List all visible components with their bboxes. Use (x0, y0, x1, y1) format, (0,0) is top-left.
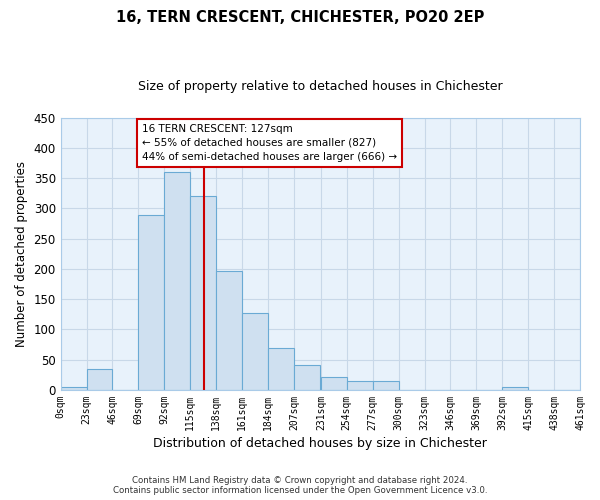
Bar (502, 387, 528, 390)
Bar (347, 382, 373, 390)
Bar (216, 271, 242, 390)
X-axis label: Distribution of detached houses by size in Chichester: Distribution of detached houses by size … (154, 437, 487, 450)
Bar (86, 369, 112, 390)
Title: Size of property relative to detached houses in Chichester: Size of property relative to detached ho… (138, 80, 503, 93)
Text: 16 TERN CRESCENT: 127sqm
← 55% of detached houses are smaller (827)
44% of semi-: 16 TERN CRESCENT: 127sqm ← 55% of detach… (142, 124, 397, 162)
Bar (373, 382, 398, 390)
Bar (139, 214, 164, 390)
Bar (164, 172, 190, 390)
Bar (321, 376, 347, 390)
Bar (294, 364, 320, 390)
Bar (268, 348, 294, 390)
Text: Contains HM Land Registry data © Crown copyright and database right 2024.
Contai: Contains HM Land Registry data © Crown c… (113, 476, 487, 495)
Bar (61, 387, 86, 390)
Bar (242, 312, 268, 390)
Y-axis label: Number of detached properties: Number of detached properties (15, 161, 28, 347)
Text: 16, TERN CRESCENT, CHICHESTER, PO20 2EP: 16, TERN CRESCENT, CHICHESTER, PO20 2EP (116, 10, 484, 25)
Bar (190, 196, 216, 390)
